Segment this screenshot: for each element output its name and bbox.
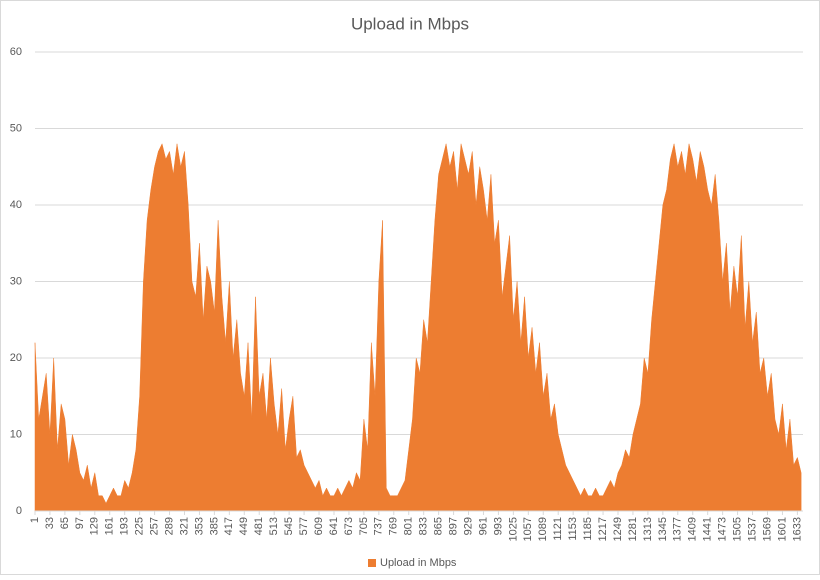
x-tick-label: 97 — [74, 517, 86, 529]
x-tick-label: 1057 — [522, 517, 534, 541]
x-tick-label: 513 — [268, 517, 280, 535]
y-tick-label: 20 — [10, 352, 22, 364]
y-tick-label: 0 — [16, 505, 22, 517]
x-tick-label: 1153 — [567, 517, 579, 541]
x-tick-label: 1185 — [582, 517, 594, 541]
x-tick-label: 1537 — [746, 517, 758, 541]
x-tick-label: 1249 — [612, 517, 624, 541]
legend-label: Upload in Mbps — [380, 557, 457, 569]
x-tick-label: 641 — [328, 517, 340, 535]
x-tick-label: 1473 — [717, 517, 729, 541]
x-tick-label: 769 — [388, 517, 400, 535]
x-tick-label: 1025 — [507, 517, 519, 541]
y-tick-label: 30 — [10, 275, 22, 287]
x-tick-label: 321 — [178, 517, 190, 535]
x-tick-label: 385 — [208, 517, 220, 535]
x-tick-label: 161 — [104, 517, 116, 535]
x-tick-label: 1345 — [657, 517, 669, 541]
x-tick-label: 1377 — [672, 517, 684, 541]
x-tick-label: 129 — [89, 517, 101, 535]
legend-swatch — [368, 559, 376, 567]
y-tick-label: 10 — [10, 428, 22, 440]
x-tick-label: 289 — [163, 517, 175, 535]
x-tick-label: 257 — [148, 517, 160, 535]
x-tick-label: 961 — [477, 517, 489, 535]
x-tick-label: 1121 — [552, 517, 564, 541]
x-tick-label: 417 — [223, 517, 235, 535]
x-tick-label: 1601 — [776, 517, 788, 541]
chart-title: Upload in Mbps — [351, 14, 469, 33]
x-tick-label: 1281 — [627, 517, 639, 541]
x-tick-label: 705 — [358, 517, 370, 535]
x-tick-label: 737 — [373, 517, 385, 535]
x-tick-label: 449 — [238, 517, 250, 535]
x-tick-label: 1 — [29, 517, 41, 523]
x-tick-label: 1217 — [597, 517, 609, 541]
x-tick-label: 545 — [283, 517, 295, 535]
x-tick-label: 929 — [462, 517, 474, 535]
area — [34, 143, 802, 512]
x-tick-label: 897 — [447, 517, 459, 535]
x-tick-label: 673 — [343, 517, 355, 535]
x-tick-label: 481 — [253, 517, 265, 535]
x-tick-label: 353 — [193, 517, 205, 535]
y-tick-label: 50 — [10, 122, 22, 134]
x-tick-label: 1505 — [732, 517, 744, 541]
x-tick-label: 1569 — [761, 517, 773, 541]
x-tick-label: 33 — [44, 517, 56, 529]
x-tick-label: 1409 — [687, 517, 699, 541]
y-tick-label: 40 — [10, 199, 22, 211]
x-tick-label: 193 — [119, 517, 131, 535]
x-tick-label: 65 — [59, 517, 71, 529]
x-tick-label: 609 — [313, 517, 325, 535]
x-tick-label: 577 — [298, 517, 310, 535]
x-tick-label: 801 — [403, 517, 415, 535]
y-tick-label: 60 — [10, 46, 22, 58]
x-tick-label: 1441 — [702, 517, 714, 541]
x-tick-label: 1633 — [791, 517, 803, 541]
x-tick-label: 865 — [433, 517, 445, 535]
x-tick-label: 993 — [492, 517, 504, 535]
x-tick-label: 225 — [134, 517, 146, 535]
x-tick-label: 1089 — [537, 517, 549, 541]
x-tick-label: 1313 — [642, 517, 654, 541]
x-tick-label: 833 — [418, 517, 430, 535]
